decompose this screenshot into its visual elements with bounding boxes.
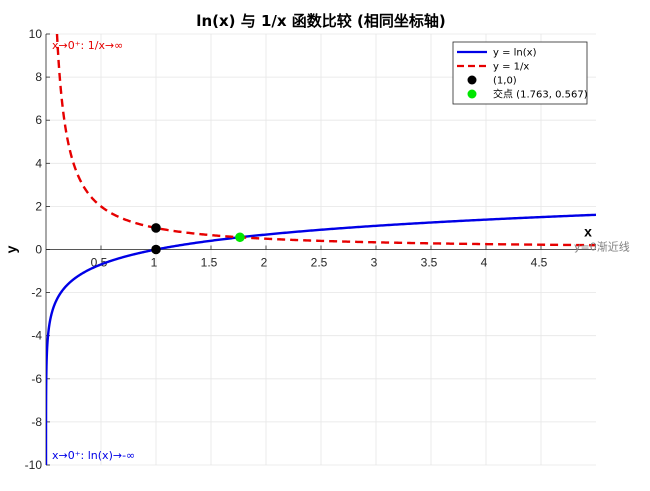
y-tick-label: 10 [29, 27, 43, 41]
legend-label-intersection: 交点 (1.763, 0.567) [493, 88, 588, 101]
x-tick-label: 4 [481, 256, 488, 270]
y-tick-label: -2 [31, 286, 42, 300]
annotation-asymptote: y=0渐近线 [574, 240, 630, 254]
series-line-reciprocal [55, 34, 596, 247]
x-tick-label: 1 [151, 256, 158, 270]
y-tick-label: -8 [31, 415, 42, 429]
y-tick-label: 8 [35, 70, 42, 84]
y-tick-label: -10 [25, 458, 43, 472]
points-group [151, 223, 245, 255]
annotation-ln-limit: x→0⁺: ln(x)→-∞ [52, 449, 135, 462]
x-tick-label: 2 [261, 256, 268, 270]
chart-title: ln(x) 与 1/x 函数比较 (相同坐标轴) [196, 12, 445, 30]
series-line-ln [46, 213, 596, 465]
legend-marker-point-1-0 [467, 75, 477, 85]
y-tick-label: 2 [35, 199, 42, 213]
y-tick-label: -4 [31, 329, 42, 343]
y-tick-label: 6 [35, 113, 42, 127]
legend-marker-intersection [467, 89, 477, 99]
legend: y = ln(x) y = 1/x (1,0) 交点 (1.763, 0.567… [452, 41, 588, 105]
annotation-reciprocal-limit: x→0⁺: 1/x→∞ [52, 39, 123, 52]
point-marker-2 [235, 232, 245, 243]
x-tick-label: 4.5 [531, 256, 548, 270]
y-axis-label: y [3, 245, 19, 253]
x-tick-label: 2.5 [311, 256, 328, 270]
y-tick-label: -6 [31, 372, 42, 386]
x-tick-label: 3 [371, 256, 378, 270]
series-group [46, 34, 596, 465]
legend-label-ln: y = ln(x) [493, 48, 537, 59]
legend-label-reciprocal: y = 1/x [493, 62, 529, 73]
y-tick-label: 0 [35, 243, 42, 257]
legend-label-point-1-0: (1,0) [493, 76, 517, 87]
y-tick-label: 4 [35, 156, 42, 170]
point-marker-0 [151, 244, 161, 255]
x-tick-label: 1.5 [201, 256, 218, 270]
point-marker-1 [151, 223, 161, 233]
x-tick-label: 3.5 [421, 256, 438, 270]
x-axis-label: x [584, 224, 592, 240]
